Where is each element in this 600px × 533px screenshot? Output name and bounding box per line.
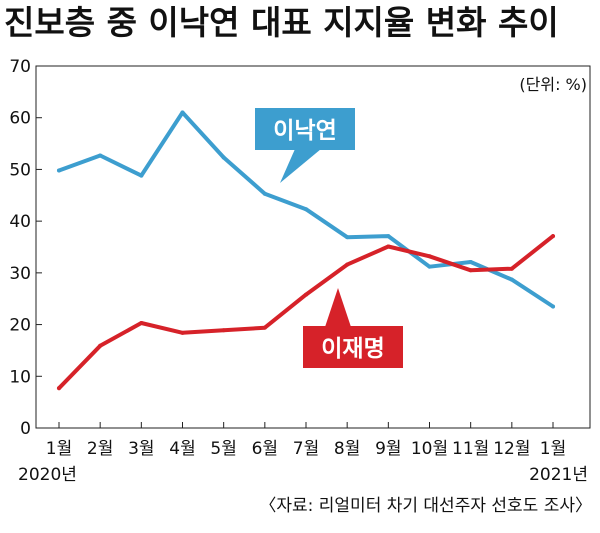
y-tick-label: 10 — [9, 367, 31, 387]
y-tick-label: 30 — [9, 264, 31, 284]
data-point — [221, 155, 226, 160]
data-point — [509, 277, 514, 282]
data-point — [180, 110, 185, 115]
y-axis: 0 10 20 30 40 50 60 70 — [9, 57, 42, 439]
data-point — [98, 343, 103, 348]
x-tick-label: 2월 — [87, 439, 113, 459]
x-tick-label: 6월 — [252, 439, 278, 459]
data-point — [262, 191, 267, 196]
series-label-text: 이낙연 — [273, 118, 336, 144]
source-note: 〈자료: 리얼미터 차기 대선주자 선호도 조사〉 — [259, 496, 592, 516]
data-point — [221, 328, 226, 333]
chart-title: 진보층 중 이낙연 대표 지지율 변화 추이 — [4, 3, 559, 42]
y-tick-label: 40 — [9, 212, 31, 232]
x-tick-label: 1월 — [46, 439, 72, 459]
series-label-0: 이낙연 — [255, 108, 355, 183]
y-tick-label: 50 — [9, 160, 31, 180]
plot-frame — [35, 65, 591, 429]
data-point — [57, 168, 61, 173]
data-point — [180, 330, 185, 335]
data-point — [427, 264, 432, 269]
data-point — [98, 153, 103, 158]
series-label-box — [255, 108, 355, 150]
data-point — [509, 266, 514, 271]
y-tick-label: 20 — [9, 316, 31, 336]
x-tick-label: 12월 — [493, 439, 530, 459]
data-point — [468, 259, 473, 264]
x-tick-label: 11월 — [452, 439, 489, 459]
x-year-start-label: 2020년 — [18, 465, 77, 485]
x-tick-label: 5월 — [210, 439, 236, 459]
x-tick-label: 3월 — [128, 439, 154, 459]
x-tick-label: 9월 — [375, 439, 401, 459]
series-label-pointer — [325, 288, 351, 327]
data-point — [57, 386, 61, 391]
data-point — [139, 321, 144, 326]
y-tick-label: 0 — [20, 419, 31, 439]
data-point — [427, 254, 432, 259]
data-point — [551, 304, 555, 309]
series-label-1: 이재명 — [303, 288, 403, 368]
series-label-box — [303, 326, 403, 368]
data-point — [262, 325, 267, 330]
x-year-end-label: 2021년 — [529, 465, 588, 485]
x-tick-label: 8월 — [334, 439, 360, 459]
data-point — [304, 207, 308, 212]
plot-area — [35, 65, 591, 429]
x-tick-label: 10월 — [411, 439, 448, 459]
data-point — [139, 173, 144, 178]
data-point — [345, 235, 350, 240]
data-point — [468, 268, 473, 273]
x-axis: 1월 2월 3월 4월 5월 6월 7월 8월 9월 10월 11월 12월 1월 — [46, 422, 566, 459]
x-tick-label: 7월 — [293, 439, 319, 459]
data-point — [386, 234, 391, 239]
x-tick-label: 4월 — [169, 439, 195, 459]
x-tick-label: 1월 — [540, 439, 566, 459]
series-label-text: 이재명 — [321, 336, 384, 362]
series-label-pointer — [280, 149, 321, 183]
data-point — [345, 262, 350, 267]
unit-label: (단위: %) — [519, 75, 587, 94]
y-tick-label: 70 — [9, 57, 31, 77]
data-point — [304, 292, 308, 297]
y-tick-label: 60 — [9, 109, 31, 129]
data-point — [551, 234, 555, 239]
data-point — [386, 244, 391, 249]
